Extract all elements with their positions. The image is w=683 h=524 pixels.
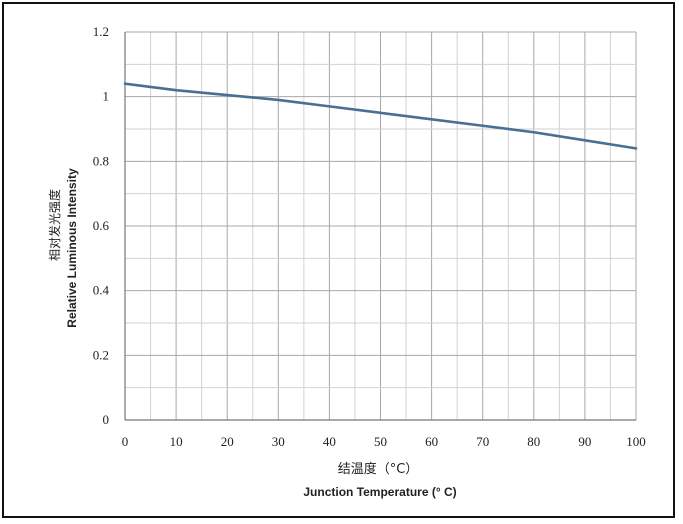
x-tick-label: 100 xyxy=(626,434,646,449)
y-tick-labels: 0 0.2 0.4 0.6 0.8 1 1.2 xyxy=(93,24,110,427)
x-tick-label: 20 xyxy=(221,434,234,449)
y-tick-label: 1.2 xyxy=(93,24,109,39)
y-tick-label: 0.8 xyxy=(93,153,109,168)
y-tick-label: 1 xyxy=(103,89,110,104)
x-axis-title: Junction Temperature (° C) xyxy=(303,485,456,499)
x-tick-label: 50 xyxy=(374,434,387,449)
x-tick-label: 10 xyxy=(170,434,183,449)
y-axis-title-chinese: 相对发光强度 xyxy=(47,189,62,261)
series-line-0 xyxy=(123,82,638,150)
x-tick-label: 0 xyxy=(122,434,129,449)
x-tick-label: 80 xyxy=(527,434,540,449)
x-tick-label: 90 xyxy=(578,434,591,449)
x-tick-label: 60 xyxy=(425,434,438,449)
y-tick-label: 0.2 xyxy=(93,347,109,362)
y-axis-title: Relative Luminous Intensity xyxy=(65,168,79,328)
x-axis-title-chinese: 结温度（°C） xyxy=(338,461,419,477)
x-tick-labels: 0 10 20 30 40 50 60 70 80 90 100 xyxy=(122,434,646,449)
y-tick-label: 0 xyxy=(103,412,110,427)
x-tick-label: 40 xyxy=(323,434,336,449)
y-tick-label: 0.6 xyxy=(93,218,110,233)
y-tick-label: 0.4 xyxy=(93,283,110,298)
series-group xyxy=(123,82,638,150)
x-tick-label: 30 xyxy=(272,434,285,449)
chart-frame xyxy=(2,2,675,518)
x-tick-label: 70 xyxy=(476,434,489,449)
grid xyxy=(124,31,637,421)
